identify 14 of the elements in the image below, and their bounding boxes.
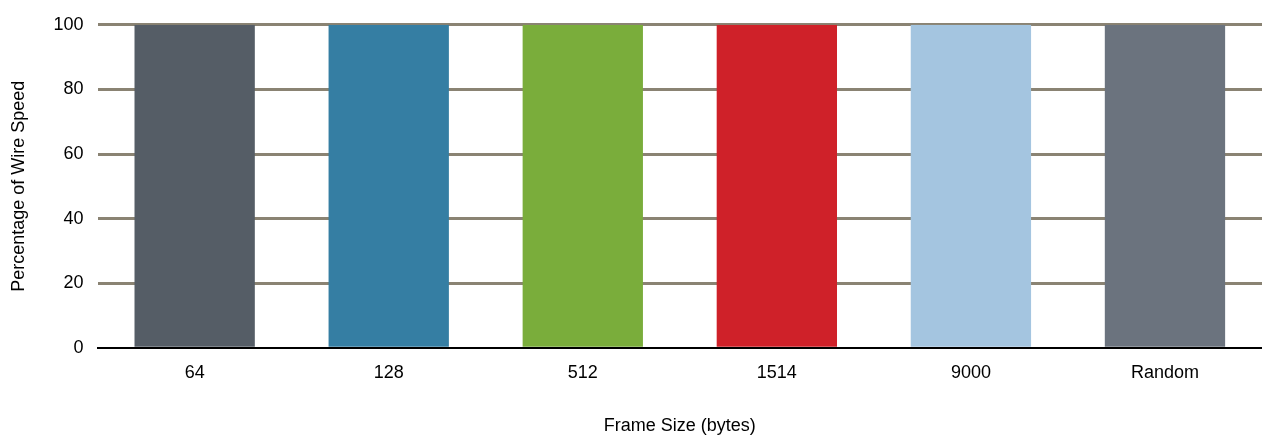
y-tick-label: 100 <box>53 13 84 34</box>
x-tick-label: 1514 <box>756 361 797 382</box>
y-axis-title: Percentage of Wire Speed <box>7 80 28 292</box>
x-tick-label: Random <box>1130 361 1199 382</box>
x-tick-label: 512 <box>567 361 598 382</box>
y-tick-label: 60 <box>63 142 84 163</box>
x-tick-label: 128 <box>373 361 404 382</box>
y-tick-label: 0 <box>73 336 84 357</box>
y-tick-label: 40 <box>63 207 84 228</box>
y-tick-label: 80 <box>63 78 84 99</box>
x-axis-title: Frame Size (bytes) <box>603 415 756 436</box>
x-tick-label: 9000 <box>950 361 991 382</box>
x-tick-label: 64 <box>184 361 205 382</box>
y-tick-label: 20 <box>63 272 84 293</box>
